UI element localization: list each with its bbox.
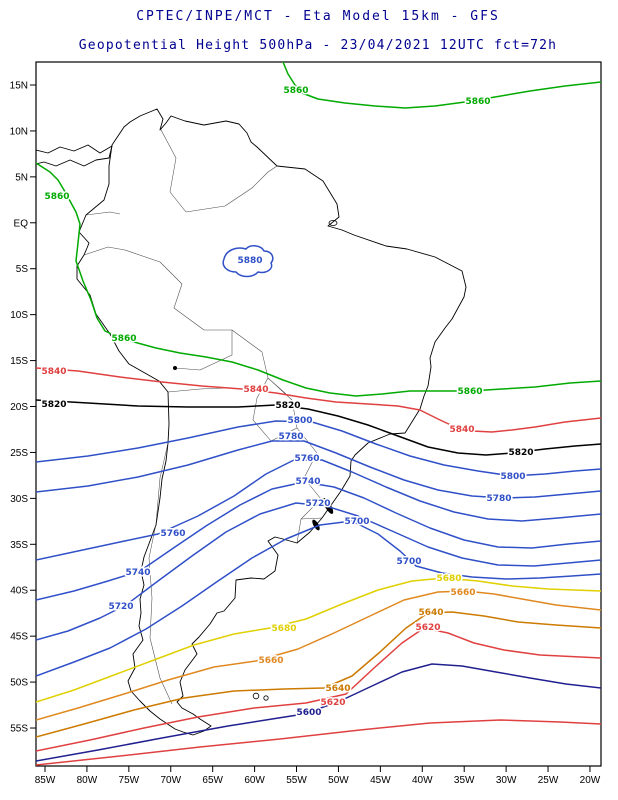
lat-label: 25S	[10, 448, 28, 459]
contour-5600	[36, 663, 601, 762]
lake	[173, 366, 177, 370]
lon-label: 60W	[244, 775, 265, 786]
map-frame	[35, 61, 602, 767]
contour-label: 5860	[44, 192, 69, 202]
contour-label: 5820	[41, 400, 66, 410]
contour-5660	[36, 590, 601, 721]
contour-label: 5700	[344, 517, 369, 527]
contour-5680	[36, 577, 601, 703]
contour-label: 5860	[457, 387, 482, 397]
contour-label: 5620	[320, 698, 345, 708]
contour-label: 5760	[160, 529, 185, 539]
contour-label: 5740	[125, 568, 150, 578]
contour-label: 5860	[111, 334, 136, 344]
lon-label: 75W	[119, 775, 140, 786]
contour-5720	[36, 502, 601, 641]
contour-label: 5880	[237, 256, 262, 266]
lat-label: 10S	[10, 310, 28, 321]
panama-coastline	[36, 144, 113, 167]
political-borders	[83, 127, 323, 705]
contour-lines	[36, 62, 601, 766]
contour-5760	[36, 459, 601, 561]
contour-5880-closed-high	[222, 245, 274, 278]
contour-5640	[36, 611, 601, 738]
contour-5820	[36, 399, 601, 456]
latitude-axis: 15N 10N 5N EQ 5S 10S 15S 20S 25S 30S 35S 40S 45S 50S 5…	[10, 81, 36, 735]
island	[263, 695, 269, 701]
contour-label: 5640	[418, 608, 443, 618]
lat-label: 45S	[10, 632, 28, 643]
contour-5740	[36, 481, 601, 601]
lat-label: 20S	[10, 402, 28, 413]
contour-label: 5760	[294, 454, 319, 464]
contour-label: 5720	[108, 602, 133, 612]
contour-5780	[36, 440, 601, 499]
lat-label: 5N	[15, 172, 28, 183]
contour-5700	[36, 520, 601, 677]
coastline-group	[36, 108, 467, 736]
contour-label: 5800	[287, 416, 312, 426]
lat-label: 5S	[16, 264, 29, 275]
lon-label: 50W	[328, 775, 349, 786]
lat-label: 30S	[10, 494, 28, 505]
contour-label: 5620	[415, 623, 440, 633]
contour-label: 5660	[258, 656, 283, 666]
lon-label: 40W	[412, 775, 433, 786]
lagoon	[312, 519, 320, 531]
lon-label: 85W	[35, 775, 56, 786]
lat-label: 40S	[10, 586, 28, 597]
lat-label: 15S	[10, 356, 28, 367]
map-area: 5860 5860 5860 5860 5860 5880 5840 5840 5840 5820…	[36, 62, 601, 766]
contour-label: 5600	[296, 708, 321, 718]
contour-label: 5840	[243, 385, 268, 395]
island	[328, 219, 338, 226]
south-america-coastline	[76, 108, 467, 736]
contour-label: 5660	[450, 588, 475, 598]
lon-label: 35W	[454, 775, 475, 786]
lon-label: 65W	[202, 775, 223, 786]
lon-label: 20W	[580, 775, 601, 786]
contour-5860-north	[282, 62, 601, 109]
contour-label: 5700	[396, 557, 421, 567]
contour-label: 5860	[465, 97, 490, 107]
contour-label: 5820	[508, 448, 533, 458]
contour-label: 5840	[41, 367, 66, 377]
contour-label: 5740	[295, 477, 320, 487]
contour-label: 5820	[275, 401, 300, 411]
lat-label: 15N	[10, 81, 28, 92]
lat-label: 10N	[10, 126, 28, 137]
contour-5580	[36, 719, 601, 766]
contour-label: 5780	[486, 494, 511, 504]
contour-5800	[36, 420, 601, 477]
island	[252, 692, 260, 700]
contour-5840	[36, 367, 601, 433]
contour-5620	[36, 627, 601, 752]
contour-label: 5780	[278, 432, 303, 442]
lat-label: EQ	[14, 218, 29, 229]
contour-labels: 5860 5860 5860 5860 5860 5880 5840 5840 5840 5820…	[40, 85, 535, 720]
lon-label: 25W	[538, 775, 559, 786]
contour-label: 5720	[305, 499, 330, 509]
lon-label: 70W	[160, 775, 181, 786]
contour-label: 5680	[271, 624, 296, 634]
longitude-axis: 85W 80W 75W 70W 65W 60W 55W 50W 45W 40W 35W 30W 25W 2…	[35, 766, 601, 786]
page-subtitle: Geopotential Height 500hPa - 23/04/2021 …	[79, 38, 557, 53]
contour-label: 5840	[449, 425, 474, 435]
lat-label: 55S	[10, 724, 28, 735]
lat-label: 50S	[10, 678, 28, 689]
contour-label: 5640	[325, 684, 350, 694]
page-title: CPTEC/INPE/MCT - Eta Model 15km - GFS	[136, 9, 500, 24]
contour-label: 5800	[500, 472, 525, 482]
lon-label: 55W	[286, 775, 307, 786]
lat-label: 35S	[10, 540, 28, 551]
contour-label: 5860	[283, 86, 308, 96]
contour-5860-ridge	[36, 162, 601, 397]
contour-label: 5680	[436, 574, 461, 584]
lon-label: 80W	[77, 775, 98, 786]
lon-label: 30W	[496, 775, 517, 786]
lon-label: 45W	[370, 775, 391, 786]
